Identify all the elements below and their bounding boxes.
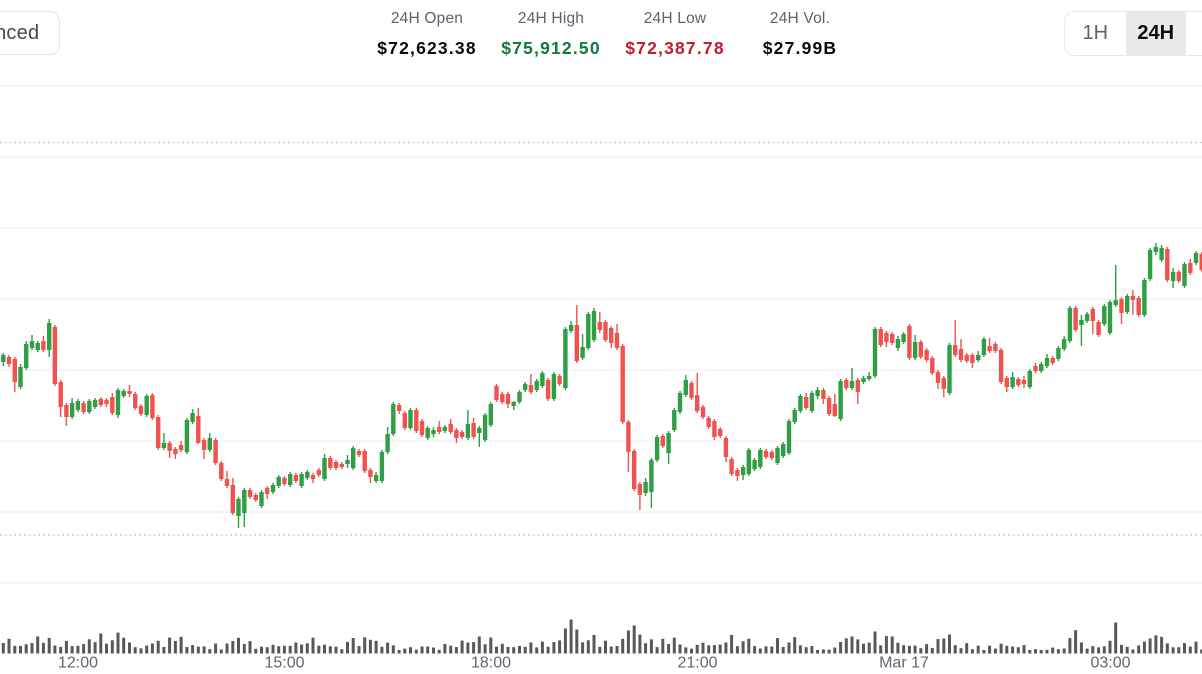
svg-text:21:00: 21:00 (677, 655, 717, 672)
svg-text:Mar 17: Mar 17 (879, 655, 929, 672)
svg-text:12:00: 12:00 (58, 655, 98, 672)
svg-text:18:00: 18:00 (471, 655, 511, 672)
svg-text:15:00: 15:00 (264, 655, 304, 672)
svg-text:03:00: 03:00 (1090, 655, 1130, 672)
